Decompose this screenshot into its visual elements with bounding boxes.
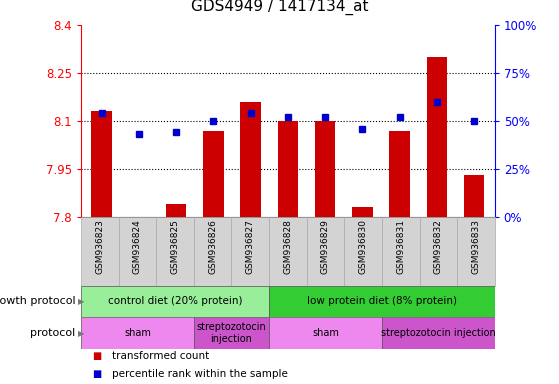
- Bar: [81, 286, 269, 317]
- Text: GSM936823: GSM936823: [96, 219, 105, 274]
- Bar: [382, 217, 419, 286]
- Text: ■: ■: [92, 351, 102, 361]
- Bar: [315, 121, 335, 217]
- Bar: [269, 217, 307, 286]
- Bar: [231, 217, 269, 286]
- Text: GSM936826: GSM936826: [208, 219, 217, 274]
- Bar: [390, 131, 410, 217]
- Text: GSM936833: GSM936833: [471, 219, 480, 274]
- Text: low protein diet (8% protein): low protein diet (8% protein): [307, 296, 457, 306]
- Bar: [194, 317, 269, 349]
- Bar: [166, 204, 186, 217]
- Text: growth protocol: growth protocol: [0, 296, 75, 306]
- Bar: [81, 317, 194, 349]
- Bar: [278, 121, 298, 217]
- Text: GSM936830: GSM936830: [358, 219, 368, 274]
- Bar: [382, 317, 495, 349]
- Bar: [119, 217, 157, 286]
- Bar: [307, 217, 344, 286]
- Text: streptozotocin injection: streptozotocin injection: [381, 328, 496, 338]
- Text: ■: ■: [92, 369, 102, 379]
- Bar: [269, 286, 495, 317]
- Text: transformed count: transformed count: [112, 351, 209, 361]
- Bar: [81, 217, 119, 286]
- Text: GSM936824: GSM936824: [133, 219, 142, 274]
- Bar: [344, 217, 382, 286]
- Bar: [157, 217, 194, 286]
- Text: GSM936828: GSM936828: [283, 219, 292, 274]
- Text: GSM936825: GSM936825: [170, 219, 179, 274]
- Text: sham: sham: [312, 328, 339, 338]
- Text: protocol: protocol: [30, 328, 75, 338]
- Text: percentile rank within the sample: percentile rank within the sample: [112, 369, 288, 379]
- Text: GSM936832: GSM936832: [434, 219, 443, 274]
- Bar: [91, 111, 112, 217]
- Bar: [240, 102, 261, 217]
- Text: GSM936827: GSM936827: [246, 219, 255, 274]
- Text: streptozotocin
injection: streptozotocin injection: [197, 322, 266, 344]
- Bar: [352, 207, 373, 217]
- Bar: [269, 317, 382, 349]
- Text: ▶: ▶: [78, 329, 85, 338]
- Bar: [194, 217, 231, 286]
- Text: GSM936831: GSM936831: [396, 219, 405, 274]
- Bar: [419, 217, 457, 286]
- Text: sham: sham: [124, 328, 151, 338]
- Bar: [457, 217, 495, 286]
- Text: ▶: ▶: [78, 297, 85, 306]
- Bar: [427, 57, 447, 217]
- Text: GDS4949 / 1417134_at: GDS4949 / 1417134_at: [191, 0, 368, 15]
- Text: control diet (20% protein): control diet (20% protein): [108, 296, 242, 306]
- Bar: [464, 175, 485, 217]
- Text: GSM936829: GSM936829: [321, 219, 330, 274]
- Bar: [203, 131, 224, 217]
